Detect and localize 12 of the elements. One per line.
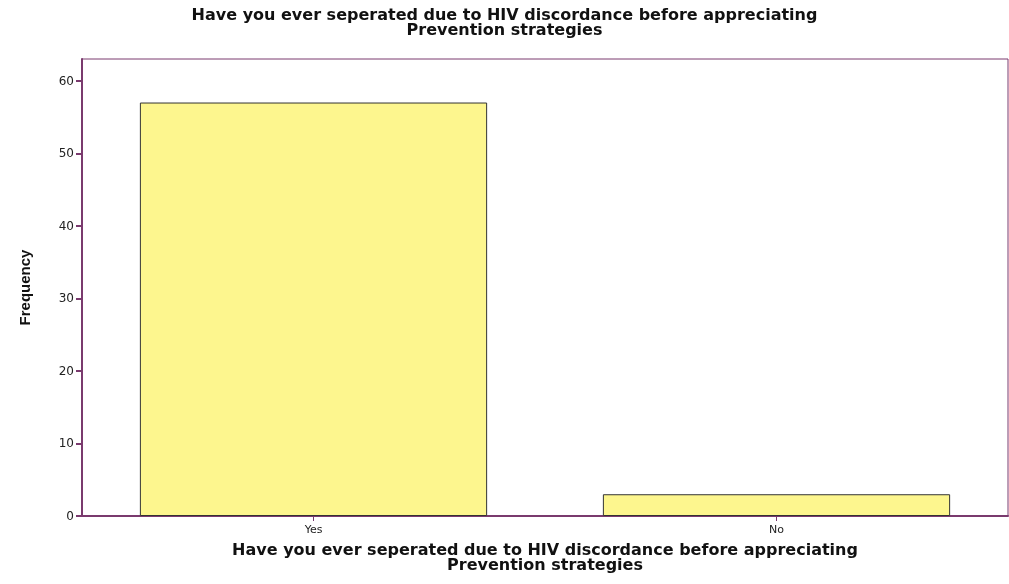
y-tick-label: 40 [58, 218, 74, 233]
y-tick-label: 20 [58, 363, 74, 378]
y-axis-title: Frequency [16, 248, 33, 326]
y-tick-label: 60 [58, 73, 74, 88]
y-tick-label: 30 [58, 291, 74, 306]
y-tick-label: 10 [58, 436, 74, 451]
x-tick-label: No [769, 523, 785, 536]
x-tick-label: Yes [303, 523, 323, 536]
chart-title: Have you ever seperated due to HIV discordance before appreciating Prevention strategies [191, 5, 818, 39]
y-tick-label: 0 [66, 509, 74, 523]
x-axis-title: Have you ever seperated due to HIV discordance before appreciating Prevention strategies [232, 540, 858, 574]
y-tick-label: 50 [58, 146, 74, 161]
